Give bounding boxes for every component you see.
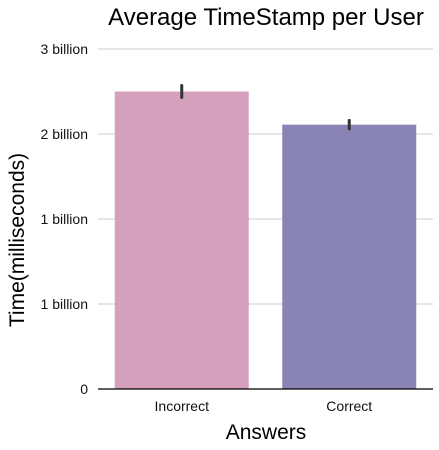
y-tick-labels: 0 1 billion 1 billion 2 billion 3 billion <box>41 41 89 397</box>
bars <box>115 92 417 390</box>
x-tick-label: Correct <box>326 398 372 414</box>
y-tick-label: 1 billion <box>41 211 88 227</box>
bar-correct <box>282 125 416 389</box>
y-tick-label: 1 billion <box>41 296 88 312</box>
x-tick-labels: Incorrect Correct <box>155 398 373 414</box>
bar-incorrect <box>115 92 249 390</box>
chart-title: Average TimeStamp per User <box>108 4 424 31</box>
y-tick-label: 2 billion <box>41 126 88 142</box>
x-tick-label: Incorrect <box>155 398 210 414</box>
y-tick-label: 0 <box>80 381 88 397</box>
y-axis-label: Time(milliseconds) <box>6 153 29 327</box>
x-axis-label: Answers <box>226 421 307 444</box>
y-tick-label: 3 billion <box>41 41 88 57</box>
